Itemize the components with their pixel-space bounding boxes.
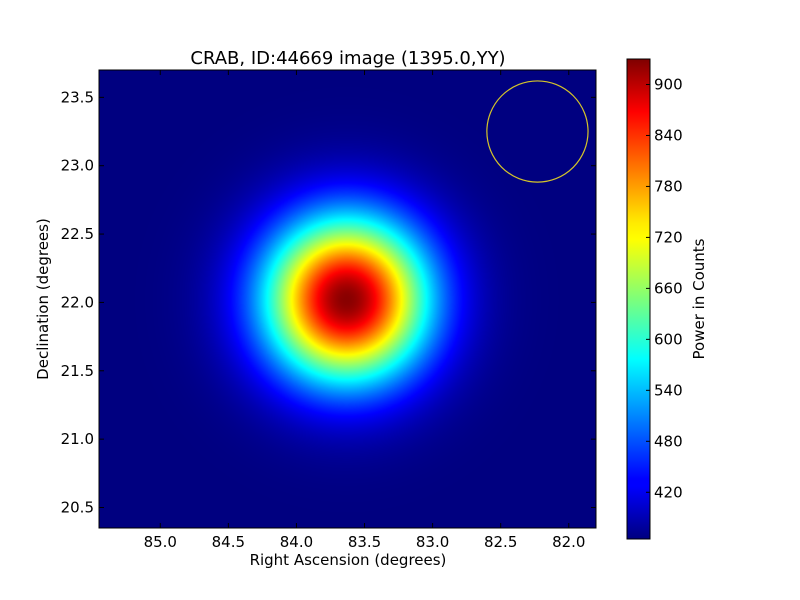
heatmap-image bbox=[99, 70, 596, 528]
colorbar-tick-label: 600 bbox=[654, 330, 683, 348]
y-tick-label: 23.5 bbox=[61, 88, 94, 106]
chart-title: CRAB, ID:44669 image (1395.0,YY) bbox=[190, 48, 505, 69]
y-tick-label: 20.5 bbox=[61, 498, 94, 516]
colorbar-tick-label: 480 bbox=[654, 432, 683, 450]
colorbar-tick-label: 420 bbox=[654, 483, 683, 501]
plot-frame bbox=[98, 69, 597, 529]
marker-circle bbox=[486, 80, 589, 183]
x-axis-label: Right Ascension (degrees) bbox=[250, 551, 447, 569]
colorbar-tick-label: 720 bbox=[654, 228, 683, 246]
x-tick-label: 84.0 bbox=[280, 533, 313, 551]
x-tick-label: 83.0 bbox=[416, 533, 449, 551]
colorbar-ticks: 420 480 540 600 660 720 780 840 900 bbox=[646, 75, 683, 501]
x-tick-label: 83.5 bbox=[348, 533, 381, 551]
y-tick-label: 22.5 bbox=[61, 225, 94, 243]
y-tick-label: 21.5 bbox=[61, 362, 94, 380]
colorbar-tick-label: 540 bbox=[654, 381, 683, 399]
colorbar-tick-label: 660 bbox=[654, 279, 683, 297]
colorbar-tick-label: 900 bbox=[654, 75, 683, 93]
y-axis-ticks: 20.5 21.0 21.5 22.0 22.5 23.0 23.5 bbox=[61, 88, 596, 516]
x-axis-ticks: 85.0 84.5 84.0 83.5 83.0 82.5 82.0 bbox=[144, 70, 585, 551]
colorbar-tick-label: 780 bbox=[654, 177, 683, 195]
x-tick-label: 85.0 bbox=[144, 533, 177, 551]
y-tick-label: 23.0 bbox=[61, 157, 94, 175]
y-tick-label: 21.0 bbox=[61, 430, 94, 448]
x-tick-label: 84.5 bbox=[212, 533, 245, 551]
x-tick-label: 82.0 bbox=[552, 533, 585, 551]
colorbar bbox=[626, 58, 651, 540]
y-tick-label: 22.0 bbox=[61, 293, 94, 311]
y-axis-label: Declination (degrees) bbox=[34, 218, 52, 380]
x-tick-label: 82.5 bbox=[484, 533, 517, 551]
colorbar-label: Power in Counts bbox=[690, 238, 708, 359]
colorbar-tick-label: 840 bbox=[654, 126, 683, 144]
